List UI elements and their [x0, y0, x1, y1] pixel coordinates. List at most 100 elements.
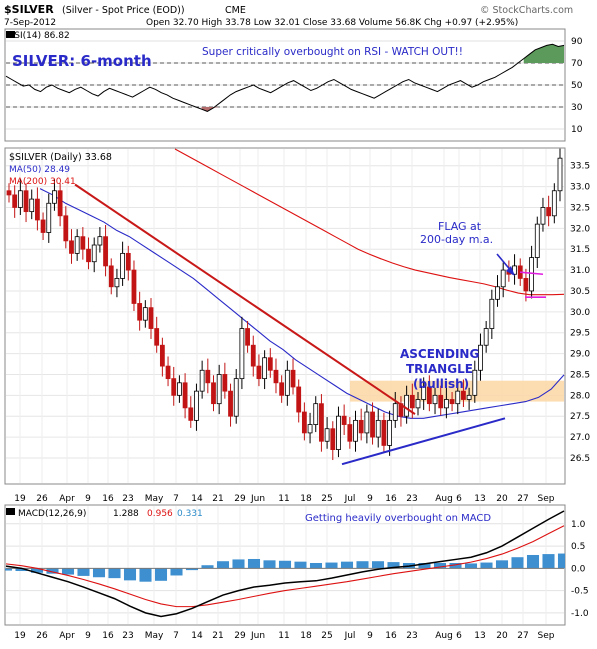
rsi-note-annotation: Super critically overbought on RSI - WAT…	[202, 46, 463, 58]
price-x-tick-label: 11	[278, 494, 289, 504]
macd-x-tick-label: 29	[234, 631, 246, 641]
price-tick-label: 33.0	[570, 183, 590, 193]
price-bar-body	[540, 207, 546, 225]
price-bar-body	[74, 236, 80, 254]
price-bar-body	[478, 344, 483, 371]
price-bar-body	[245, 328, 250, 346]
macd-histogram-bar	[30, 568, 44, 573]
macd-tick-label: -0.5	[571, 587, 589, 597]
macd-histogram-bar	[201, 565, 214, 569]
macd-tick-label: 0.0	[571, 564, 586, 574]
price-bar-body	[86, 248, 91, 263]
rsi-legend: RSI(14) 86.82	[8, 31, 70, 41]
macd-tick-label: 1.0	[571, 520, 586, 530]
price-tick-label: 29.0	[570, 350, 590, 360]
price-bar-body	[256, 365, 262, 380]
downtrend-line	[74, 183, 416, 415]
price-tick-label: 32.5	[570, 203, 590, 213]
macd-histogram-bar	[263, 560, 276, 569]
price-bar-body	[267, 357, 273, 371]
macd-legend-macd: 1.288	[113, 509, 139, 519]
macd-histogram-bar	[542, 554, 555, 569]
macd-histogram-bar	[340, 561, 354, 569]
macd-histogram-bar	[185, 568, 199, 571]
rsi-title-annotation: SILVER: 6-month	[12, 52, 152, 70]
price-bar-body	[426, 386, 432, 405]
price-bar-body	[421, 386, 427, 400]
price-bar-body	[108, 265, 114, 288]
rsi-tick-label: 90	[571, 37, 583, 47]
macd-x-tick-label: 25	[321, 631, 332, 641]
price-bar-body	[171, 378, 177, 396]
price-bar-body	[250, 344, 256, 367]
header-brand: © StockCharts.com	[480, 5, 573, 16]
price-bar-body	[495, 286, 500, 300]
price-x-tick-label: 9	[367, 494, 373, 504]
price-x-tick-label: Aug	[435, 494, 453, 504]
price-x-tick-label: May	[145, 494, 164, 504]
price-x-tick-label: 18	[300, 494, 312, 504]
price-bar-body	[432, 394, 438, 405]
price-bar-body	[461, 390, 466, 400]
price-x-tick-label: 6	[456, 494, 462, 504]
macd-x-tick-label: 9	[367, 631, 373, 641]
price-bar-body	[290, 369, 296, 388]
price-bar-body	[114, 278, 120, 288]
price-bar-body	[159, 344, 165, 367]
price-bar-body	[205, 369, 211, 384]
price-x-tick-label: 21	[212, 494, 223, 504]
macd-line	[5, 510, 565, 618]
price-bar-body	[239, 328, 245, 380]
price-bar-body	[534, 223, 540, 258]
flag-arrow-head	[506, 266, 515, 276]
price-legend-ma50: MA(50) 28.49	[9, 165, 70, 175]
macd-series	[5, 510, 565, 618]
triangle-annotation-line1: ASCENDING	[400, 347, 479, 361]
macd-x-tick-label: 11	[278, 631, 289, 641]
price-bar-body	[381, 419, 387, 446]
macd-histogram-bar	[247, 558, 261, 569]
macd-tick-label: -1.0	[571, 609, 589, 619]
price-bar-body	[80, 236, 86, 250]
macd-histogram-bar	[511, 557, 524, 569]
price-bar-body	[46, 202, 52, 233]
price-tick-label: 27.5	[570, 412, 590, 422]
macd-histogram-bar	[387, 562, 400, 569]
macd-histogram-bar	[61, 568, 75, 575]
price-bar-body	[557, 157, 563, 192]
price-bar-body	[364, 411, 370, 434]
price-x-tick-label: 23	[122, 494, 133, 504]
macd-tick-label: 0.5	[571, 542, 585, 552]
price-bar-body	[466, 394, 472, 400]
macd-x-tick-label: 6	[456, 631, 462, 641]
macd-histogram-bar	[433, 562, 447, 569]
price-bar-body	[52, 190, 57, 204]
macd-x-axis-labels: 19 26 Apr 9 16 23 May 7 14 21 29 Jun 11 18 25 Jul 9 16 23 A…	[14, 631, 554, 641]
price-x-tick-label: 16	[385, 494, 397, 504]
price-bar-body	[353, 419, 358, 442]
price-bar-body	[63, 215, 69, 242]
price-bar-body	[341, 415, 347, 425]
header-quote: Open 32.70 High 33.78 Low 32.01 Close 33…	[146, 18, 518, 28]
ascending-support-line	[341, 417, 506, 466]
header-exchange: CME	[225, 5, 246, 16]
price-bar-body	[182, 382, 188, 409]
macd-signal-line	[5, 525, 565, 608]
price-bar-body	[307, 424, 313, 434]
ma50-line	[39, 188, 565, 419]
price-x-tick-label: 23	[406, 494, 417, 504]
macd-x-tick-label: 9	[85, 631, 91, 641]
price-bar-body	[40, 219, 46, 233]
macd-x-tick-label: May	[145, 631, 164, 641]
price-bar-body	[120, 252, 126, 279]
price-bar-body	[296, 386, 302, 413]
price-bar-body	[284, 369, 290, 396]
price-tick-label: 32.0	[570, 224, 590, 234]
price-bar-body	[57, 190, 63, 217]
macd-histogram-bar	[309, 562, 323, 569]
price-bar-body	[546, 207, 552, 217]
price-bar-body	[319, 403, 324, 442]
price-bar-body	[438, 394, 444, 409]
